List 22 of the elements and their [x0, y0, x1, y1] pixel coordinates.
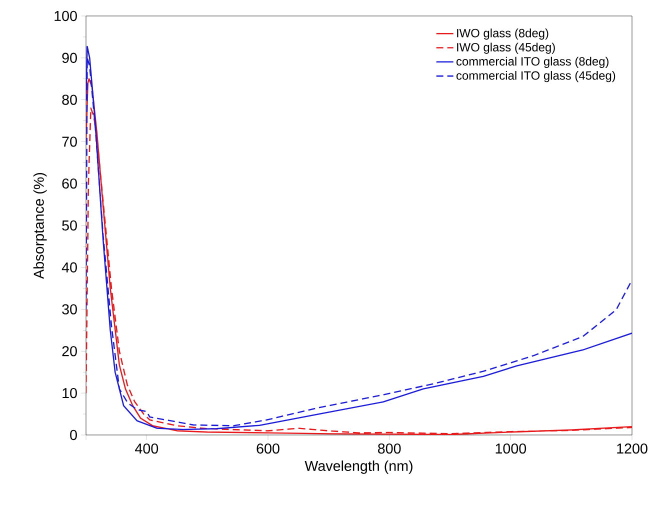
y-tick-label: 10	[62, 388, 77, 398]
y-tick-label: 0	[70, 430, 77, 440]
legend-label: IWO glass (45deg)	[457, 42, 555, 54]
x-tick-label: 1200	[617, 443, 648, 454]
y-tick-label: 60	[62, 178, 77, 189]
y-axis-title: Absorptance (%)	[33, 172, 47, 279]
y-tick-label: 40	[62, 262, 77, 272]
y-tick-label: 70	[62, 136, 77, 147]
legend-label: commercial ITO glass (8deg)	[456, 56, 608, 68]
x-tick-label: 600	[256, 443, 280, 454]
y-tick-label: 20	[62, 346, 77, 356]
x-axis-title: Wavelength (nm)	[304, 460, 412, 474]
legend-label: commercial ITO glass (45deg)	[456, 70, 616, 82]
x-tick-label: 1000	[496, 443, 526, 454]
legend-label: IWO glass (8deg)	[457, 28, 548, 40]
y-tick-label: 50	[62, 220, 77, 231]
y-tick-label: 100	[54, 10, 77, 22]
x-tick-label: 400	[135, 443, 158, 454]
x-tick-label: 800	[378, 443, 401, 454]
y-tick-label: 90	[62, 52, 77, 63]
y-tick-label: 80	[62, 94, 77, 105]
y-tick-label: 30	[62, 304, 77, 314]
